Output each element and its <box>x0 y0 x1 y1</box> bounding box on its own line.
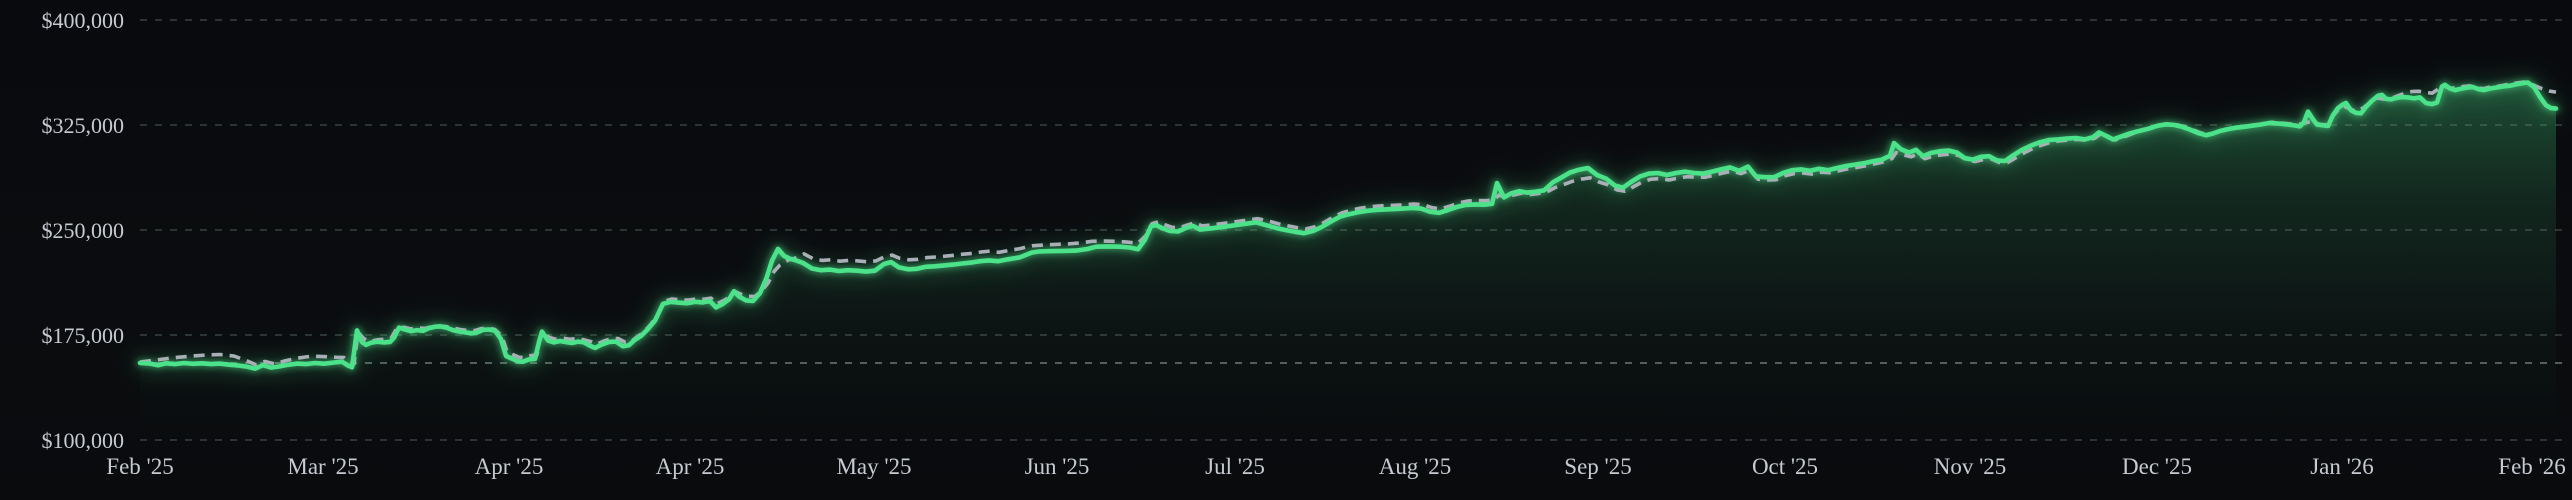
portfolio-line <box>137 80 2559 372</box>
x-axis-label: Jul '25 <box>1205 454 1265 479</box>
x-axis-label: Mar '25 <box>287 454 358 479</box>
x-axis-label: Oct '25 <box>1752 454 1818 479</box>
x-axis-label: Jan '26 <box>2310 454 2374 479</box>
portfolio-area-fill <box>140 82 2556 441</box>
y-axis-label: $250,000 <box>42 218 125 243</box>
x-axis-label: Apr '25 <box>656 454 725 479</box>
x-axis-label: Jun '25 <box>1025 454 1090 479</box>
x-axis-label: Dec '25 <box>2122 454 2192 479</box>
y-axis-label: $325,000 <box>42 113 125 138</box>
x-axis-label: Nov '25 <box>1934 454 2007 479</box>
x-axis-labels: Feb '25 Mar '25 Apr '25 Apr '25 May '25 Jun '… <box>106 454 2565 479</box>
area-fill-layer <box>140 82 2556 441</box>
x-axis-label: Feb '25 <box>106 454 173 479</box>
y-axis-label: $400,000 <box>42 8 125 33</box>
y-axis-labels: $400,000 $325,000 $250,000 $175,000 $100,000 <box>42 8 125 453</box>
x-axis-label: Apr '25 <box>475 454 544 479</box>
x-axis-label: Sep '25 <box>1564 454 1631 479</box>
y-axis-label: $100,000 <box>42 428 125 453</box>
y-axis-label: $175,000 <box>42 323 125 348</box>
x-axis-label: Feb '26 <box>2498 454 2565 479</box>
x-axis-label: Aug '25 <box>1379 454 1452 479</box>
series-lines-layer <box>133 75 2563 376</box>
x-axis-label: May '25 <box>836 454 911 479</box>
